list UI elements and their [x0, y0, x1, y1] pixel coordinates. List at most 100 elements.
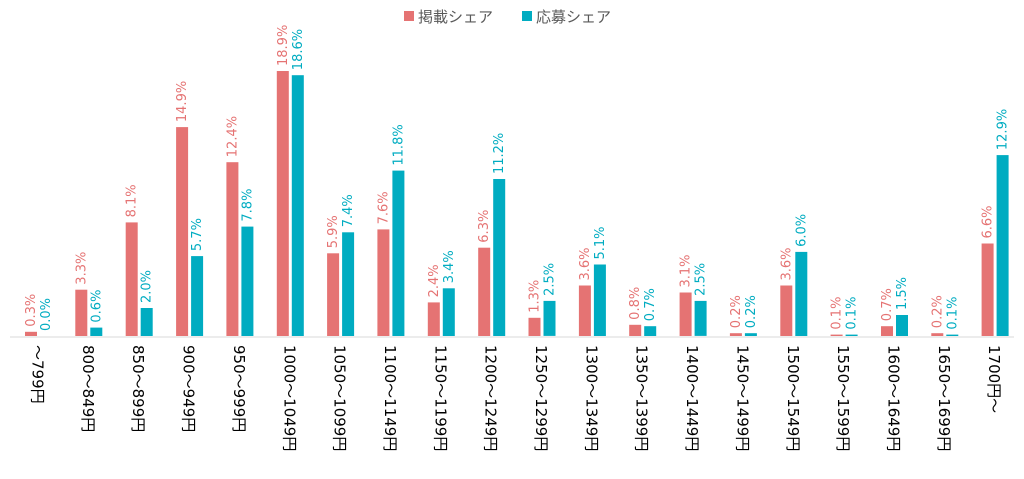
category-label: 1450～1499円 [733, 345, 751, 451]
bar-keisai [25, 331, 37, 336]
category-label: 1250～1299円 [532, 345, 550, 451]
bar-keisai [176, 127, 189, 336]
data-label-keisai: 0.3% [24, 294, 39, 327]
bar-keisai [276, 71, 289, 336]
bar-oubo [644, 326, 657, 336]
data-label-oubo: 7.8% [240, 189, 255, 222]
data-label-keisai: 12.4% [225, 116, 240, 157]
data-label-oubo: 0.2% [744, 295, 759, 328]
data-label-oubo: 0.0% [39, 298, 54, 331]
data-label-keisai: 0.8% [628, 287, 643, 320]
bar-keisai [981, 243, 994, 336]
data-label-keisai: 1.3% [528, 280, 543, 313]
bar-keisai [881, 326, 893, 336]
category-label: 1000～1049円 [280, 345, 298, 451]
category-label: 1700円～ [985, 345, 1003, 413]
bar-oubo [694, 300, 707, 336]
bar-keisai [427, 302, 440, 336]
bar-oubo [845, 334, 858, 336]
bar-keisai [629, 324, 642, 336]
bar-keisai [528, 317, 541, 336]
data-label-keisai: 6.3% [477, 210, 492, 243]
data-label-oubo: 2.5% [694, 263, 709, 296]
data-label-oubo: 2.0% [140, 270, 155, 303]
category-label: 1650～1699円 [935, 345, 953, 451]
data-label-oubo: 0.6% [89, 290, 104, 323]
bar-oubo [795, 251, 808, 336]
bar-keisai [729, 333, 742, 336]
legend: 掲載シェア 応募シェア [404, 8, 611, 26]
bar-oubo [191, 256, 204, 336]
data-label-oubo: 18.6% [291, 29, 306, 70]
legend-label-oubo: 応募シェア [536, 8, 611, 26]
bar-keisai [327, 253, 340, 336]
data-label-keisai: 0.7% [880, 288, 895, 321]
data-label-keisai: 3.3% [74, 252, 89, 285]
data-label-oubo: 12.9% [996, 109, 1011, 150]
bar-oubo [996, 155, 1009, 336]
category-label: 900～949円 [180, 345, 198, 432]
bar-oubo [392, 170, 405, 336]
category-label: 1600～1649円 [885, 345, 903, 451]
data-label-keisai: 7.6% [376, 191, 391, 224]
data-label-oubo: 2.5% [543, 263, 558, 296]
data-label-keisai: 2.4% [427, 264, 442, 297]
bar-oubo [593, 264, 606, 336]
bar-oubo [744, 333, 757, 336]
bars-layer [25, 71, 1009, 336]
data-label-oubo: 6.0% [794, 214, 809, 247]
bar-oubo [90, 327, 103, 336]
data-label-keisai: 0.2% [930, 295, 945, 328]
bar-oubo [896, 315, 908, 336]
data-label-oubo: 5.1% [593, 226, 608, 259]
data-label-keisai: 3.6% [578, 247, 593, 280]
bar-keisai [679, 292, 692, 336]
data-label-keisai: 3.6% [779, 247, 794, 280]
bar-keisai [125, 222, 138, 336]
category-label: 1550～1599円 [834, 345, 852, 451]
data-label-keisai: 14.9% [175, 81, 190, 122]
value-labels-layer: 0.3% 0.0% 3.3%0.6% 8.1% 2.0% 14.9% 5.7% 12.4% 7.… [24, 25, 1011, 331]
category-label: 950～999円 [230, 345, 248, 432]
category-label: 1300～1349円 [582, 345, 600, 451]
data-label-keisai: 18.9% [276, 25, 291, 66]
bar-oubo [140, 308, 153, 336]
category-label: 1050～1099円 [331, 345, 349, 451]
category-labels-layer: ～799円 800～849円 850～899円 900～949円 950～999円 100… [29, 345, 1004, 451]
data-label-keisai: 3.1% [679, 254, 694, 287]
bar-keisai [780, 285, 793, 336]
bar-oubo [291, 75, 304, 336]
bar-oubo [493, 179, 506, 336]
bar-oubo [543, 300, 556, 336]
data-label-keisai: 6.6% [981, 205, 996, 238]
category-label: 800～849円 [79, 345, 97, 432]
category-label: 1150～1199円 [431, 345, 449, 451]
bar-keisai [478, 247, 491, 336]
data-label-oubo: 0.1% [945, 297, 960, 330]
data-label-keisai: 8.1% [125, 184, 140, 217]
legend-swatch-oubo [522, 11, 532, 21]
category-label: 1500～1549円 [784, 345, 802, 451]
data-label-keisai: 0.1% [830, 297, 845, 330]
data-label-oubo: 11.2% [492, 133, 507, 174]
bar-keisai [226, 162, 239, 336]
bar-keisai [931, 333, 944, 336]
bar-oubo [342, 232, 355, 336]
bar-oubo [442, 288, 455, 336]
data-label-oubo: 1.5% [895, 277, 910, 310]
data-label-keisai: 5.9% [326, 215, 341, 248]
legend-label-keisai: 掲載シェア [418, 8, 493, 26]
category-label: ～799円 [29, 345, 47, 404]
data-label-oubo: 7.4% [341, 194, 356, 227]
data-label-keisai: 0.2% [729, 295, 744, 328]
category-label: 1200～1249円 [482, 345, 500, 451]
legend-swatch-keisai [404, 11, 414, 21]
bar-oubo [946, 334, 959, 336]
data-label-oubo: 5.7% [190, 218, 205, 251]
data-label-oubo: 0.7% [643, 288, 658, 321]
data-label-oubo: 11.8% [391, 124, 406, 165]
bar-keisai [578, 285, 591, 336]
category-label: 1350～1399円 [633, 345, 651, 451]
